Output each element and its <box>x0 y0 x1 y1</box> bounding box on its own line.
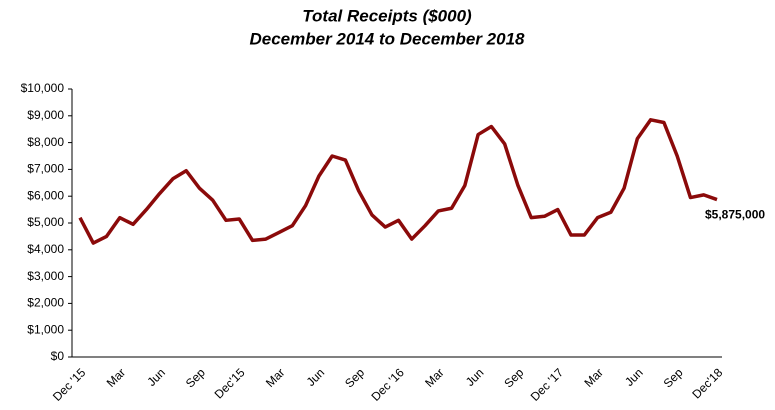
chart-title: Total Receipts ($000) <box>302 6 472 25</box>
x-tick-label: Sep <box>661 365 686 390</box>
x-tick-label: Dec'15 <box>212 365 248 401</box>
y-tick-label: $7,000 <box>27 162 64 176</box>
y-tick-label: $9,000 <box>27 108 64 122</box>
x-tick-label: Dec '15 <box>50 365 89 404</box>
y-tick-label: $1,000 <box>27 322 64 336</box>
y-tick-label: $2,000 <box>27 296 64 310</box>
x-tick-label: Mar <box>422 365 447 390</box>
y-tick-label: $10,000 <box>21 81 65 95</box>
line <box>78 118 718 245</box>
x-tick-label: Sep <box>342 365 367 390</box>
x-tick-label: Jun <box>622 365 646 389</box>
y-tick-label: $6,000 <box>27 188 64 202</box>
x-tick-label: Mar <box>263 365 288 390</box>
x-tick-label: Dec '16 <box>368 365 407 404</box>
x-tick-label: Dec '17 <box>528 365 567 404</box>
x-tick-label: Jun <box>463 365 487 389</box>
x-tick-label: Mar <box>581 365 606 390</box>
y-tick-label: $8,000 <box>27 135 64 149</box>
y-tick-label: $0 <box>51 349 65 363</box>
chart-subtitle: December 2014 to December 2018 <box>250 29 526 48</box>
x-tick-label: Dec'18 <box>689 365 725 401</box>
value-label: $5,875,000 <box>705 208 765 222</box>
y-tick-label: $5,000 <box>27 215 64 229</box>
x-tick-label: Jun <box>144 365 168 389</box>
x-tick-label: Sep <box>183 365 208 390</box>
y-tick-label: $4,000 <box>27 242 64 256</box>
x-tick-label: Jun <box>304 365 328 389</box>
x-tick-label: Sep <box>501 365 526 390</box>
y-tick-label: $3,000 <box>27 269 64 283</box>
x-tick-label: Mar <box>104 365 129 390</box>
